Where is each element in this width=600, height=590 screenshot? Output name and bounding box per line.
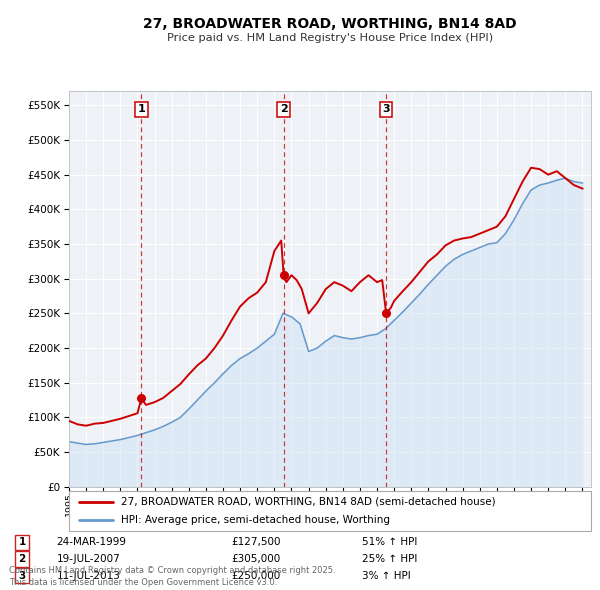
Text: £250,000: £250,000 [232,571,281,581]
Text: 1: 1 [19,537,26,548]
Text: 27, BROADWATER ROAD, WORTHING, BN14 8AD (semi-detached house): 27, BROADWATER ROAD, WORTHING, BN14 8AD … [121,497,496,507]
Text: 2: 2 [280,104,287,114]
Text: 25% ↑ HPI: 25% ↑ HPI [362,554,418,564]
Text: 1: 1 [137,104,145,114]
Text: 3: 3 [382,104,390,114]
Text: 3% ↑ HPI: 3% ↑ HPI [362,571,411,581]
Text: 51% ↑ HPI: 51% ↑ HPI [362,537,418,548]
Text: 2: 2 [19,554,26,564]
Text: Price paid vs. HM Land Registry's House Price Index (HPI): Price paid vs. HM Land Registry's House … [167,34,493,43]
Text: 3: 3 [19,571,26,581]
Text: Contains HM Land Registry data © Crown copyright and database right 2025.
This d: Contains HM Land Registry data © Crown c… [9,566,335,587]
Text: 11-JUL-2013: 11-JUL-2013 [56,571,121,581]
Text: 27, BROADWATER ROAD, WORTHING, BN14 8AD: 27, BROADWATER ROAD, WORTHING, BN14 8AD [143,17,517,31]
FancyBboxPatch shape [69,491,591,531]
Text: 24-MAR-1999: 24-MAR-1999 [56,537,127,548]
Text: HPI: Average price, semi-detached house, Worthing: HPI: Average price, semi-detached house,… [121,515,390,525]
Text: £305,000: £305,000 [232,554,281,564]
Text: 19-JUL-2007: 19-JUL-2007 [56,554,120,564]
Text: £127,500: £127,500 [232,537,281,548]
